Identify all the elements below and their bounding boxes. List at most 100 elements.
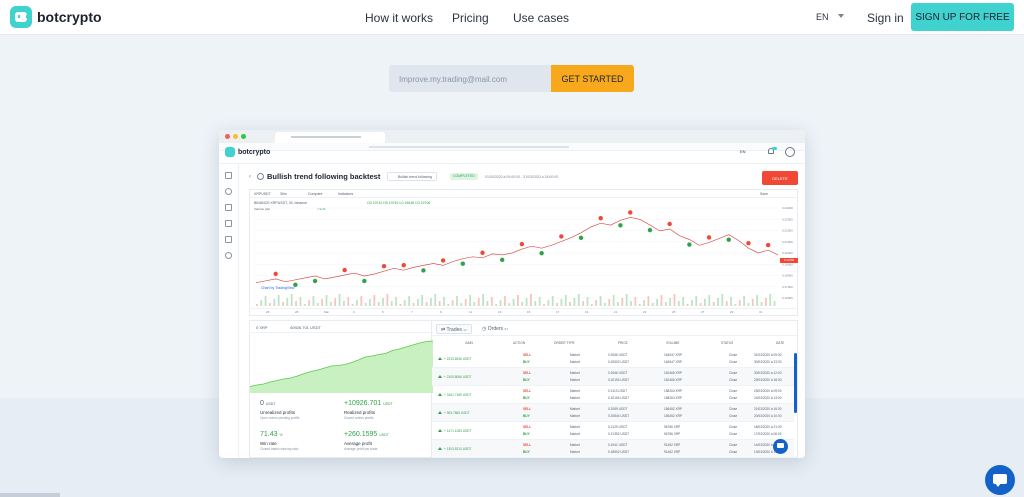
volume-bar	[369, 299, 371, 306]
volume-bar	[334, 298, 337, 306]
buy-marker	[687, 242, 692, 247]
time-tick-label: 19	[585, 310, 589, 314]
order-type: Market	[570, 353, 580, 357]
trade-date: 29/03/2020 à 18:30	[754, 378, 782, 382]
volume-bar	[512, 299, 515, 306]
app-screenshot-mockup: botcrypto EN ‹ Bullish trend following b…	[219, 130, 805, 458]
email-input[interactable]: Improve.my.trading@mail.com	[389, 65, 551, 92]
trade-status: Close	[729, 396, 738, 400]
trade-volume: 156452 XRP	[664, 407, 683, 411]
trade-price: 0.21352 USDT	[608, 432, 630, 436]
volume-bar	[399, 304, 402, 306]
volume-bar	[656, 299, 658, 306]
dashboard-icon	[225, 172, 232, 179]
volume-bar	[560, 299, 563, 306]
chat-button[interactable]	[985, 465, 1015, 495]
volume-bar	[621, 298, 624, 306]
table-row: + 903.7883 USDT SELL BUY Market Market 0.2089…	[432, 404, 794, 422]
chevron-down-icon[interactable]	[838, 14, 844, 18]
trade-date: 31/03/2020 à 09:30	[754, 353, 782, 357]
col-gain: GAIN	[465, 341, 473, 345]
price-tick-label: 0.24000	[782, 206, 793, 210]
strategy-icon	[225, 204, 232, 211]
order-type: Market	[570, 450, 580, 454]
sign-in-link[interactable]: Sign in	[867, 11, 904, 25]
price-tick-label: 0.19000	[782, 262, 793, 266]
app-logo: botcrypto	[225, 147, 270, 157]
nav-how-it-works[interactable]: How it works	[365, 11, 434, 25]
volume-bar	[286, 298, 289, 306]
volume-bar	[425, 302, 428, 306]
order-type: Market	[570, 407, 580, 411]
volume-bar	[651, 303, 654, 306]
trade-price: 0.2129 USDT	[608, 425, 628, 429]
tradingview-credit: Chart by TradingView	[261, 286, 295, 290]
time-tick-label: 29	[730, 310, 734, 314]
trades-panel: ⇄ Trades 42 ◷ Orders 84 GAIN ACTION ORDE…	[432, 320, 798, 458]
volume-bar	[747, 303, 750, 306]
volume-bar	[477, 298, 480, 306]
volume-bar	[569, 302, 571, 306]
trade-status: Close	[729, 378, 738, 382]
trade-date: 25/03/2020 à 09:00	[754, 389, 782, 393]
time-tick-label: 13	[498, 310, 502, 314]
volume-bar	[325, 295, 328, 306]
order-type: Market	[570, 396, 580, 400]
volume-bar	[395, 297, 397, 306]
status-badge: COMPLETED	[450, 173, 478, 180]
trade-buy: BUY	[523, 432, 530, 436]
buy-marker	[500, 257, 505, 263]
volume-bar	[617, 302, 619, 306]
arrow-up-icon	[438, 393, 442, 396]
trade-buy: BUY	[523, 378, 530, 382]
sign-up-button[interactable]: SIGN UP FOR FREE	[911, 3, 1014, 31]
volume-label: Volume (20)	[254, 207, 271, 211]
volume-bar	[638, 304, 641, 306]
order-type: Market	[570, 443, 580, 447]
top-navbar: botcrypto How it works Pricing Use cases…	[0, 0, 1024, 35]
nav-use-cases[interactable]: Use cases	[513, 11, 570, 25]
volume-bar	[547, 300, 550, 306]
trade-status: Close	[729, 450, 738, 454]
buy-marker	[647, 227, 653, 233]
trade-price: 0.2113 USDT	[608, 389, 628, 393]
trade-volume: 164547 XRP	[664, 353, 683, 357]
volume-bar	[412, 303, 415, 306]
volume-bar	[595, 300, 598, 306]
volume-bar	[708, 295, 711, 306]
time-tick-label: 9	[440, 310, 442, 314]
order-type: Market	[570, 432, 580, 436]
volume-bar	[499, 300, 502, 306]
time-tick-label: Mar	[324, 310, 329, 314]
time-tick-label: 3	[353, 310, 355, 314]
sell-marker	[381, 264, 387, 269]
volume-bar	[308, 300, 310, 306]
order-type: Market	[570, 414, 580, 418]
volume-bar	[347, 297, 350, 306]
symbol-label: XRPUSDT	[254, 192, 271, 196]
buy-marker	[578, 235, 584, 240]
language-selector[interactable]: EN	[816, 12, 829, 22]
time-tick-label: 31	[759, 310, 763, 314]
delete-button: DELETE	[762, 171, 798, 185]
buy-marker	[726, 237, 731, 242]
trade-buy: BUY	[523, 396, 530, 400]
cart-icon	[225, 236, 232, 243]
volume-bar	[521, 302, 524, 306]
volume-bar	[316, 303, 319, 306]
volume-bar	[321, 299, 324, 306]
volume-bar	[364, 303, 367, 306]
volume-bar	[647, 296, 650, 306]
sell-marker	[480, 250, 485, 255]
volume-bar	[338, 294, 341, 306]
avg-profit-sub: Average profit per trade	[344, 447, 378, 451]
time-tick-label: 15	[527, 310, 531, 314]
get-started-button[interactable]: GET STARTED	[551, 65, 634, 92]
nav-pricing[interactable]: Pricing	[452, 11, 489, 25]
botcrypto-logo[interactable]: botcrypto	[10, 6, 102, 28]
profit-card-header: 0 XRP 40926.701 USDT	[250, 321, 433, 333]
buy-marker	[618, 223, 623, 228]
trade-status: Close	[729, 407, 738, 411]
volume-bar	[686, 304, 689, 306]
unrealized-value: 0 USDT	[260, 400, 276, 407]
